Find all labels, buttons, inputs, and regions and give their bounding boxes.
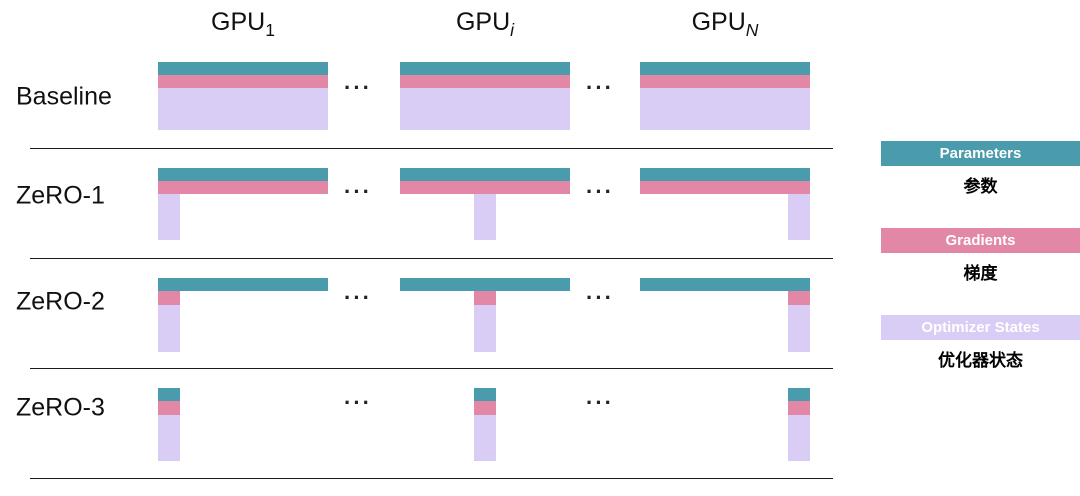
- zero1-gpu1-optimizer-shard: [158, 194, 180, 240]
- baseline-gpui-parameters-bar: [400, 62, 570, 75]
- baseline-gpu1-optimizer-bar: [158, 88, 328, 130]
- baseline-gpun-parameters-bar: [640, 62, 810, 75]
- zero1-gpun-parameters-bar: [640, 168, 810, 181]
- ellipsis: ···: [586, 179, 614, 204]
- zero3-gpu1-gradients-shard: [158, 401, 180, 415]
- zero2-gpui-parameters-bar: [400, 278, 570, 291]
- zero3-gpun-gradients-shard: [788, 401, 810, 415]
- zero1-gpu1-parameters-bar: [158, 168, 328, 181]
- zero1-gpu1-gradients-bar: [158, 181, 328, 194]
- zero3-gpun-optimizer-shard: [788, 415, 810, 461]
- ellipsis: ···: [344, 179, 372, 204]
- zero1-gpun-optimizer-shard: [788, 194, 810, 240]
- zero2-gpui-optimizer-shard: [474, 305, 496, 352]
- zero2-gpu1-gradients-shard: [158, 291, 180, 305]
- zero1-gpui-optimizer-shard: [474, 194, 496, 240]
- zero3-gpu1-optimizer-shard: [158, 415, 180, 461]
- zero2-gpu1-parameters-bar: [158, 278, 328, 291]
- row-label-baseline: Baseline: [16, 82, 112, 111]
- column-header-gpu-i: GPUi: [400, 8, 570, 41]
- row-label-zero3: ZeRO-3: [16, 393, 105, 422]
- gpu-label: GPU: [455, 8, 511, 36]
- baseline-gpui-gradients-bar: [400, 75, 570, 88]
- row-divider: [30, 148, 833, 149]
- gpu-subscript: N: [745, 20, 759, 40]
- baseline-gpui-optimizer-bar: [400, 88, 570, 130]
- ellipsis: ···: [586, 75, 614, 100]
- zero3-gpu1-parameters-shard: [158, 388, 180, 401]
- row-label-zero2: ZeRO-2: [16, 287, 105, 316]
- zero2-gpun-optimizer-shard: [788, 305, 810, 352]
- zero3-gpui-optimizer-shard: [474, 415, 496, 461]
- legend-badge-parameters: Parameters: [881, 141, 1080, 166]
- ellipsis: ···: [344, 75, 372, 100]
- legend-label-zh-gradients: 梯度: [963, 264, 998, 283]
- gpu-subscript: 1: [265, 20, 275, 40]
- zero2-gpun-parameters-bar: [640, 278, 810, 291]
- row-divider: [30, 478, 833, 479]
- baseline-gpun-gradients-bar: [640, 75, 810, 88]
- zero3-gpun-parameters-shard: [788, 388, 810, 401]
- column-header-gpu-1: GPU1: [158, 8, 328, 41]
- legend-label-optimizer-states: Optimizer States: [921, 319, 1040, 336]
- legend-label-parameters: Parameters: [939, 145, 1022, 162]
- ellipsis: ···: [344, 390, 372, 415]
- zero1-gpui-parameters-bar: [400, 168, 570, 181]
- legend-badge-optimizer-states: Optimizer States: [881, 315, 1080, 340]
- baseline-gpu1-parameters-bar: [158, 62, 328, 75]
- ellipsis: ···: [586, 285, 614, 310]
- zero1-gpui-gradients-bar: [400, 181, 570, 194]
- legend-label-zh-parameters: 参数: [963, 177, 998, 196]
- zero2-gpun-gradients-shard: [788, 291, 810, 305]
- baseline-gpun-optimizer-bar: [640, 88, 810, 130]
- baseline-gpu1-gradients-bar: [158, 75, 328, 88]
- zero3-gpui-gradients-shard: [474, 401, 496, 415]
- ellipsis: ···: [344, 285, 372, 310]
- legend-label-zh-optimizer-states: 优化器状态: [938, 351, 1023, 370]
- zero2-gpui-gradients-shard: [474, 291, 496, 305]
- row-divider: [30, 258, 833, 259]
- column-header-gpu-n: GPUN: [640, 8, 810, 41]
- row-label-zero1: ZeRO-1: [16, 181, 105, 210]
- zero3-gpui-parameters-shard: [474, 388, 496, 401]
- row-divider: [30, 368, 833, 369]
- zero2-gpu1-optimizer-shard: [158, 305, 180, 352]
- legend-badge-gradients: Gradients: [881, 228, 1080, 253]
- ellipsis: ···: [586, 390, 614, 415]
- gpu-subscript: i: [510, 20, 515, 40]
- gpu-label: GPU: [691, 8, 746, 36]
- gpu-label: GPU: [211, 8, 266, 36]
- zero1-gpun-gradients-bar: [640, 181, 810, 194]
- legend-label-gradients: Gradients: [945, 232, 1016, 249]
